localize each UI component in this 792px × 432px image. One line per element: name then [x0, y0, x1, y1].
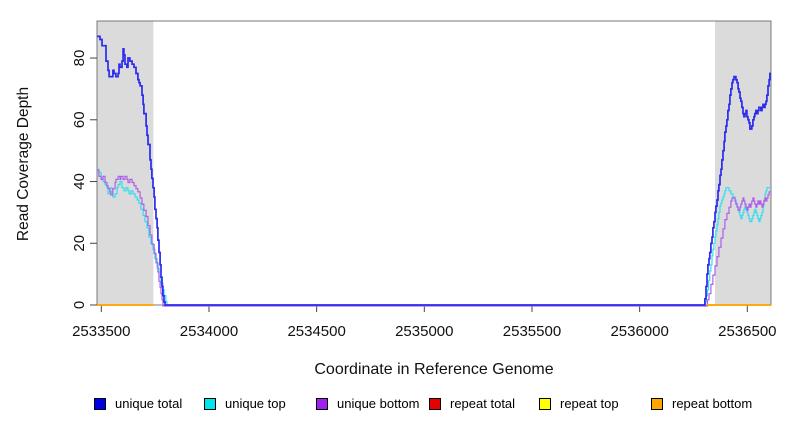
x-tick-label: 2534000 — [180, 323, 238, 340]
y-axis-title-text: Read Coverage Depth — [15, 86, 32, 242]
x-tick-label: 2536500 — [718, 323, 776, 340]
legend-item-unique-bottom: unique bottom — [316, 396, 419, 412]
x-tick-label: 2536000 — [610, 323, 668, 340]
legend-swatch-repeat-bottom — [651, 398, 663, 410]
legend-item-repeat-total: repeat total — [429, 396, 515, 412]
legend-label: unique bottom — [337, 396, 420, 411]
x-tick-label: 2535000 — [395, 323, 453, 340]
legend-item-unique-total: unique total — [94, 396, 182, 412]
legend-label: unique total — [115, 396, 183, 411]
shaded-repeat-region — [715, 21, 771, 305]
legend-label: unique top — [225, 396, 286, 411]
legend-label: repeat bottom — [672, 396, 753, 411]
legend-swatch-repeat-top — [539, 398, 551, 410]
y-tick-label: 60 — [71, 111, 88, 128]
y-tick-label: 0 — [71, 301, 88, 309]
legend-label: repeat top — [560, 396, 619, 411]
legend-item-repeat-bottom: repeat bottom — [651, 396, 752, 412]
y-tick-label: 80 — [71, 50, 88, 67]
legend-swatch-repeat-total — [429, 398, 441, 410]
legend-item-unique-top: unique top — [204, 396, 286, 412]
x-tick-label: 2533500 — [72, 323, 130, 340]
legend-item-repeat-top: repeat top — [539, 396, 619, 412]
legend: unique total unique top unique bottom repea… — [0, 394, 792, 418]
series-line-unique-total — [97, 35, 771, 306]
legend-label: repeat total — [450, 396, 516, 411]
y-tick-label: 40 — [71, 173, 88, 190]
shaded-repeat-region — [97, 21, 154, 305]
legend-swatch-unique-total — [94, 398, 106, 410]
series-line-unique-bottom — [97, 169, 771, 307]
x-tick-label: 2534500 — [287, 323, 345, 340]
x-tick-label: 2535500 — [503, 323, 561, 340]
series-line-unique-top — [97, 168, 771, 306]
x-axis-title: Coordinate in Reference Genome — [314, 361, 554, 378]
legend-swatch-unique-top — [204, 398, 216, 410]
y-tick-label: 20 — [71, 235, 88, 252]
legend-swatch-unique-bottom — [316, 398, 328, 410]
plot-box — [96, 20, 772, 306]
